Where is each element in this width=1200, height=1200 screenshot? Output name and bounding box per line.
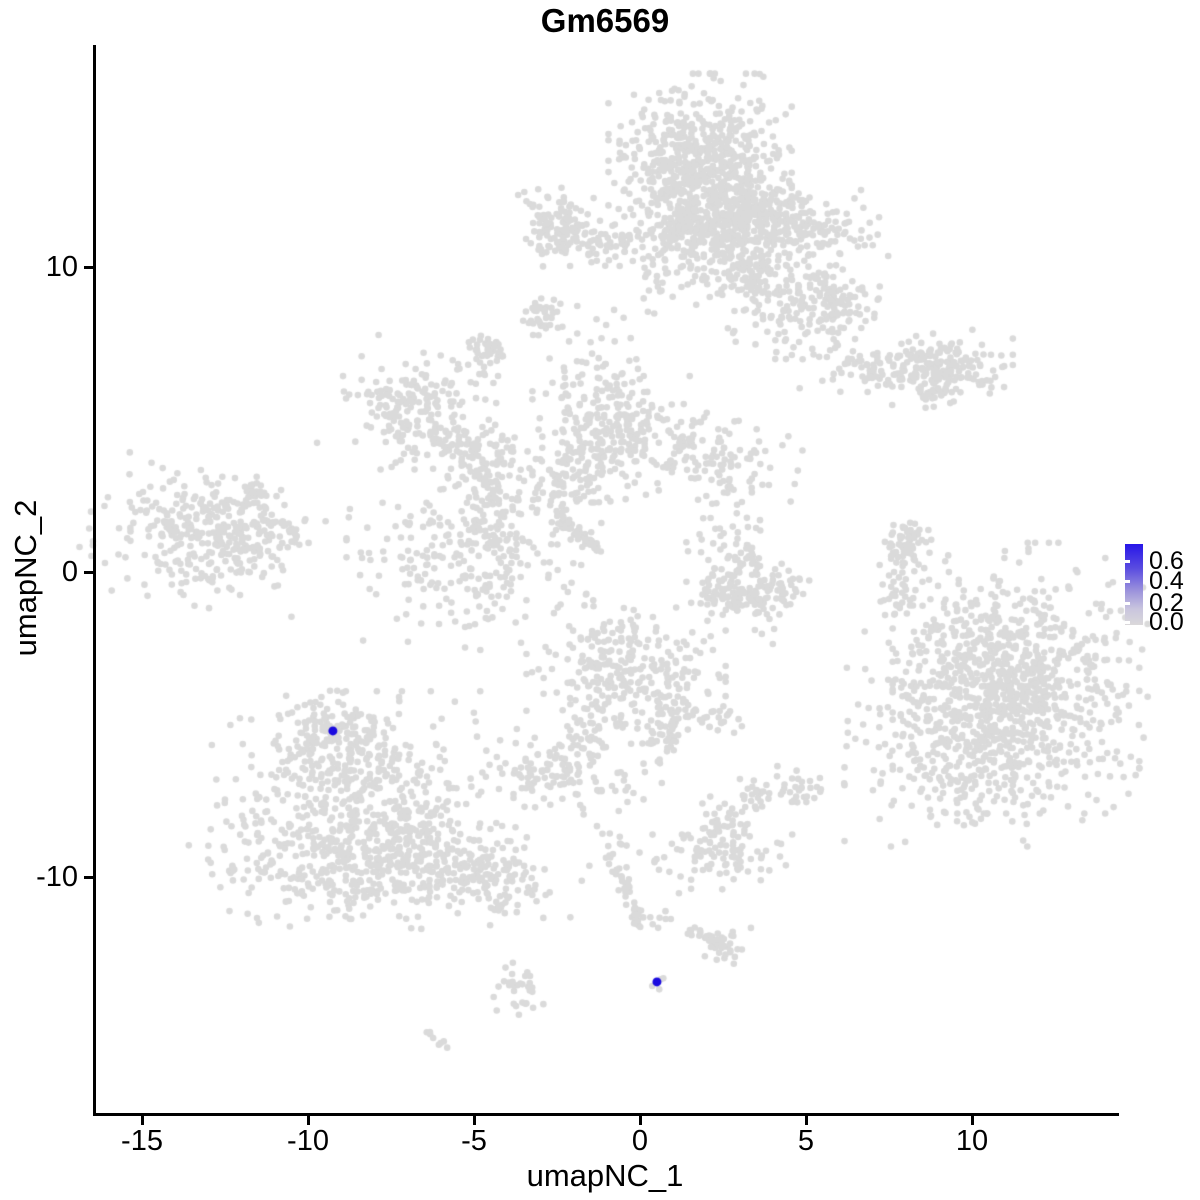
y-axis-title: umapNC_2: [8, 499, 43, 657]
legend-gradient-bar: [1125, 544, 1143, 625]
legend-tick-mark: [1125, 580, 1130, 583]
x-tick-label: -10: [287, 1125, 329, 1157]
y-tick-mark: [84, 570, 93, 574]
y-tick-mark: [84, 875, 93, 879]
plot-title: Gm6569: [540, 2, 670, 39]
legend-tick-mark: [1125, 621, 1130, 624]
x-tick-mark: [472, 1116, 476, 1125]
x-axis-title: umapNC_1: [526, 1158, 684, 1193]
x-tick-mark: [970, 1116, 974, 1125]
legend-label: 0.4: [1149, 567, 1184, 595]
x-tick-label: 5: [797, 1125, 815, 1157]
x-tick-mark: [306, 1116, 310, 1125]
x-tick-mark: [140, 1116, 144, 1125]
legend-tick-mark: [1125, 560, 1130, 563]
y-tick-label: -10: [36, 861, 78, 893]
legend: 0.6 0.4 0.2 0.0: [1125, 544, 1200, 636]
legend-tick-mark: [1125, 602, 1130, 605]
x-tick-label: -5: [461, 1125, 487, 1157]
x-tick-mark: [804, 1116, 808, 1125]
y-tick-label: 10: [45, 251, 78, 283]
x-axis-line: [93, 1113, 1119, 1116]
legend-label: 0.0: [1149, 608, 1184, 636]
legend-label: 0.2: [1149, 589, 1184, 617]
x-tick-mark: [638, 1116, 642, 1125]
legend-label: 0.6: [1149, 547, 1184, 575]
y-tick-label: 0: [61, 556, 78, 588]
y-tick-mark: [84, 265, 93, 269]
x-tick-label: 0: [631, 1125, 649, 1157]
x-tick-label: -15: [121, 1125, 163, 1157]
y-axis-line: [93, 45, 96, 1116]
x-tick-label: 10: [955, 1125, 989, 1157]
